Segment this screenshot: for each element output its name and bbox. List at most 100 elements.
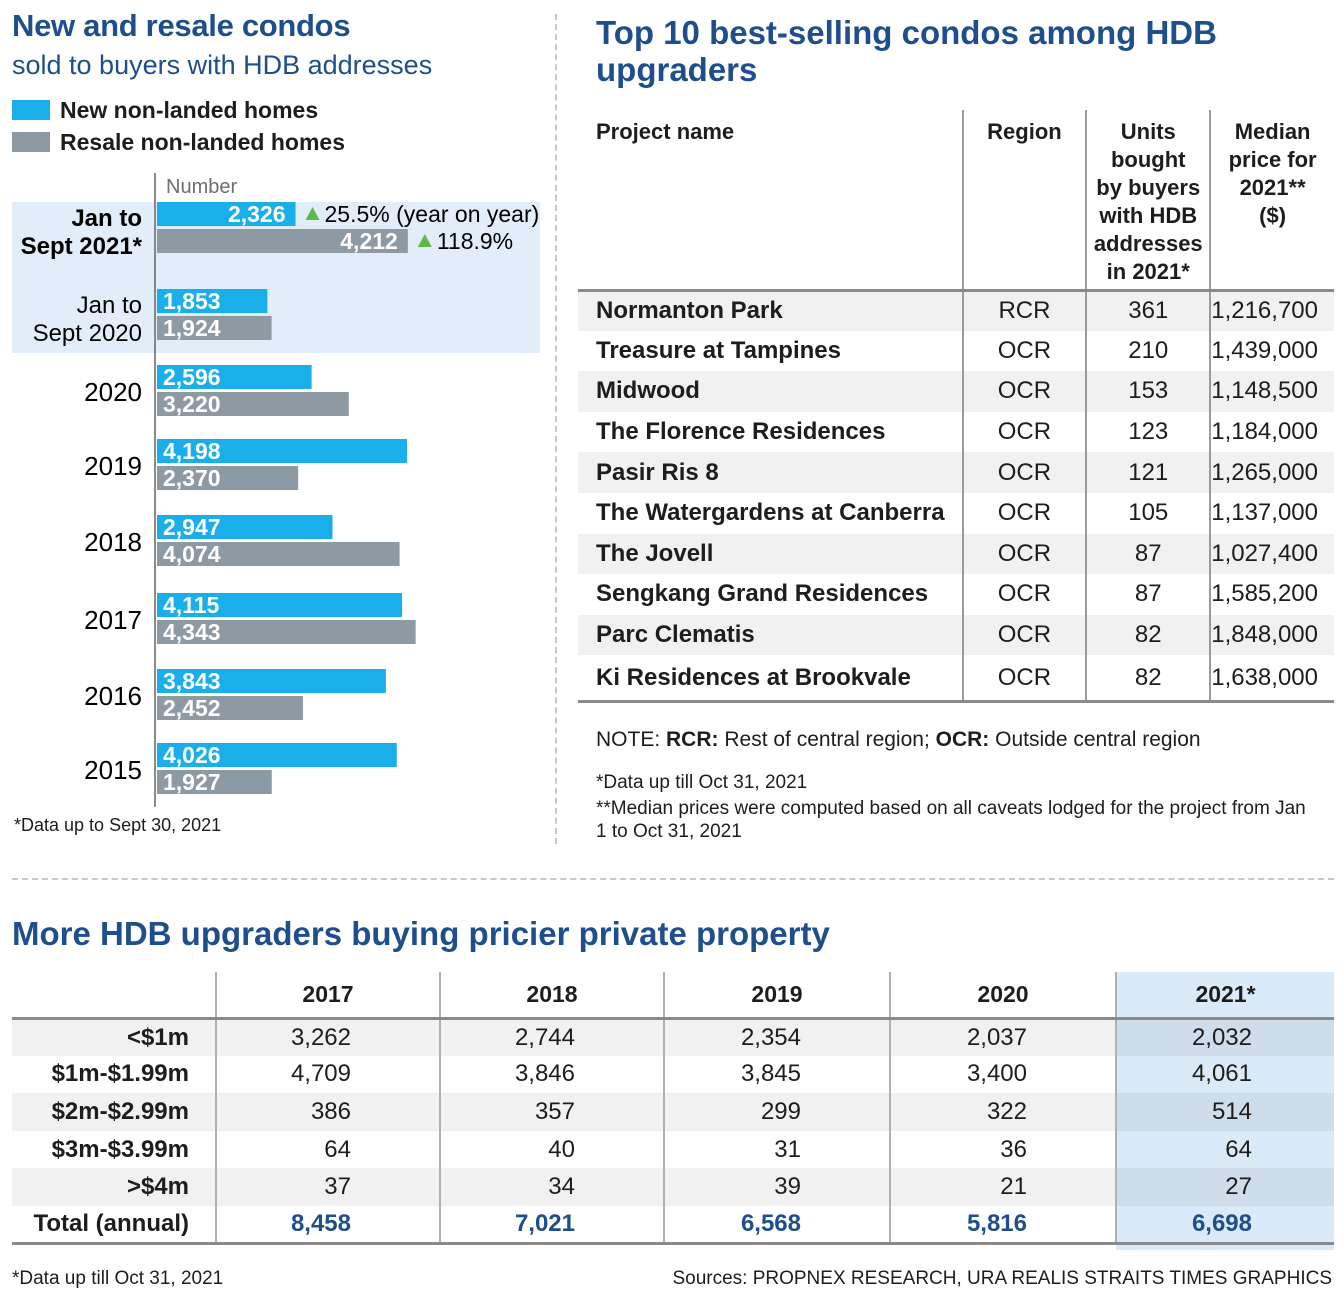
- annotation-label: 25.5% (year on year): [325, 201, 540, 227]
- bar-resale: [157, 229, 408, 253]
- header-year: 2020: [889, 972, 1116, 1020]
- value-cell: 64: [1115, 1130, 1334, 1169]
- header-year: 2019: [663, 972, 890, 1020]
- bar-new: [157, 593, 403, 617]
- header-units-line: in 2021*: [1106, 259, 1190, 284]
- header-region: Region: [961, 110, 1087, 290]
- price-band-label: $1m-$1.99m: [51, 1060, 189, 1088]
- category-label: 2015: [84, 755, 142, 785]
- total-row: Total (annual) 8,458 7,021 6,568 5,816 6…: [12, 1205, 1334, 1246]
- value-cell: 514: [1115, 1093, 1334, 1131]
- value-cell: 322: [889, 1093, 1116, 1131]
- data-label: 3,843: [163, 668, 221, 694]
- units-cell: 87: [1085, 574, 1211, 615]
- region-cell: OCR: [961, 492, 1087, 534]
- price-cell: 1,137,000: [1209, 492, 1334, 534]
- up-arrow-icon: [305, 207, 320, 220]
- legend-label-resale: Resale non-landed homes: [60, 128, 346, 155]
- legend-item-resale: Resale non-landed homes: [12, 129, 345, 155]
- header-price-line: price for: [1228, 147, 1317, 172]
- units-cell: 87: [1085, 533, 1211, 575]
- value-cell: 386: [215, 1093, 440, 1131]
- value-cell: 3,845: [663, 1055, 890, 1094]
- category-label: 2016: [84, 681, 142, 711]
- header-year: 2018: [439, 972, 664, 1020]
- project-name-cell: Parc Clematis: [578, 614, 963, 656]
- bar-new: [157, 202, 296, 226]
- bar-new: [157, 515, 333, 539]
- price-cell: 1,027,400: [1209, 533, 1334, 575]
- table-row: Pasir Ris 8 OCR 121 1,265,000: [578, 452, 1334, 493]
- total-label: Total (annual): [12, 1205, 216, 1246]
- value-cell: 34: [439, 1168, 664, 1206]
- value-cell: 3,262: [215, 1018, 440, 1056]
- up-arrow-icon: [417, 234, 432, 247]
- data-label: 4,026: [163, 742, 221, 768]
- price-cell: 1,638,000: [1209, 655, 1334, 703]
- vertical-divider: [555, 14, 557, 844]
- project-name-cell: The Watergardens at Canberra: [596, 499, 945, 527]
- price-band-label: <$1m: [12, 1018, 216, 1056]
- header-units-line: bought: [1110, 147, 1186, 172]
- note-ocr-text: Outside central region: [989, 728, 1201, 751]
- left-chart-subtitle: sold to buyers with HDB addresses: [12, 50, 433, 80]
- left-chart-title: New and resale condos: [12, 8, 351, 43]
- table-row: $3m-$3.99m 64 40 31 36 64: [12, 1130, 1334, 1169]
- region-cell: OCR: [961, 452, 1087, 493]
- header-units-line: addresses: [1093, 231, 1203, 256]
- table-row: $2m-$2.99m 386 357 299 322 514: [12, 1093, 1334, 1131]
- header-empty-cell: [12, 972, 216, 1020]
- category-label: 2019: [84, 451, 142, 481]
- region-cell: RCR: [961, 288, 1087, 331]
- data-label: 2,947: [163, 514, 221, 540]
- bar-new: [157, 743, 397, 767]
- header-units: Units bought by buyers with HDB addresse…: [1085, 110, 1211, 290]
- project-name-cell: Midwood: [578, 371, 963, 412]
- value-cell: 2,032: [1115, 1018, 1334, 1056]
- value-cell: 3,400: [889, 1055, 1116, 1094]
- category-label: 2017: [84, 605, 142, 635]
- value-cell: 3,846: [439, 1055, 664, 1094]
- value-cell: 31: [663, 1130, 890, 1169]
- table-row: Sengkang Grand Residences OCR 87 1,585,2…: [578, 574, 1334, 615]
- annotation-label: 118.9%: [437, 228, 513, 254]
- table-row: The Watergardens at Canberra OCR 105 1,1…: [578, 492, 1334, 534]
- bar-resale: [157, 620, 416, 644]
- bar-new: [157, 669, 386, 693]
- project-name-cell: The Florence Residences: [596, 418, 886, 446]
- category-label: Sept 2020: [33, 320, 142, 347]
- table-row: $1m-$1.99m 4,709 3,846 3,845 3,400 4,061: [12, 1055, 1334, 1094]
- bar-resale: [157, 696, 304, 720]
- table-row: Ki Residences at Brookvale OCR 82 1,638,…: [578, 655, 1334, 703]
- data-label: 4,074: [163, 541, 221, 567]
- data-label: 2,596: [163, 364, 221, 390]
- price-band-header-row: 2017 2018 2019 2020 2021*: [12, 972, 1334, 1020]
- value-cell: 2,354: [663, 1018, 890, 1056]
- project-name-cell: Ki Residences at Brookvale: [578, 655, 963, 703]
- units-cell: 105: [1085, 492, 1211, 534]
- total-value-cell: 6,568: [663, 1205, 890, 1246]
- region-cell: OCR: [961, 411, 1087, 453]
- data-label: 1,927: [163, 769, 221, 795]
- legend-swatch-resale: [12, 132, 50, 152]
- price-band-table: 2017 2018 2019 2020 2021* <$1m 3,262 2,7…: [12, 972, 1334, 1246]
- units-cell: 153: [1085, 371, 1211, 412]
- price-cell: 1,265,000: [1209, 452, 1334, 493]
- units-cell: 361: [1085, 288, 1211, 331]
- note-rcr-text: Rest of central region;: [718, 728, 936, 751]
- region-cell: OCR: [961, 533, 1087, 575]
- table-row: Normanton Park RCR 361 1,216,700: [578, 288, 1334, 331]
- bar-resale: [157, 466, 299, 490]
- table-row: <$1m 3,262 2,744 2,354 2,037 2,032: [12, 1018, 1334, 1056]
- bar-new: [157, 289, 268, 313]
- data-label: 2,326: [228, 201, 286, 227]
- value-cell: 27: [1115, 1168, 1334, 1206]
- data-label: 2,452: [163, 695, 221, 721]
- price-band-label: $2m-$2.99m: [12, 1093, 216, 1131]
- table-row: Treasure at Tampines OCR 210 1,439,000: [578, 330, 1334, 372]
- value-cell: 36: [889, 1130, 1116, 1169]
- header-year: 2017: [215, 972, 440, 1020]
- top10-footnote-1: *Data up till Oct 31, 2021: [596, 772, 808, 793]
- bar-resale: [157, 542, 400, 566]
